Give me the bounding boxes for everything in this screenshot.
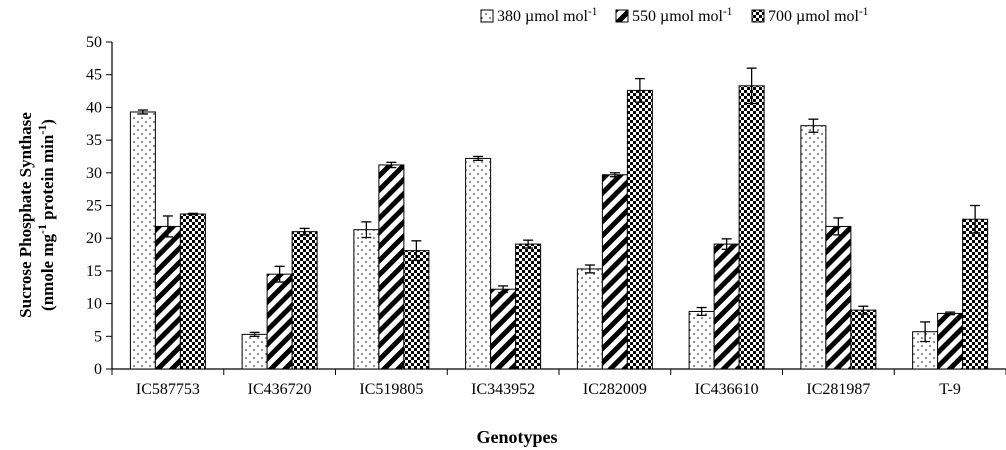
legend-swatch [751,9,765,23]
bar [626,89,653,370]
bar [800,125,827,370]
y-tick-label: 20 [86,230,102,247]
x-tick-label: T-9 [939,381,961,398]
x-tick-label: IC436610 [695,381,759,398]
legend-label: 380 µmol mol-1 [497,6,597,25]
y-tick-label: 15 [86,263,102,280]
y-tick-label: 0 [94,361,102,378]
legend-swatch [480,9,494,23]
y-tick-label: 30 [86,165,102,182]
y-tick-label: 45 [86,67,102,84]
legend-item: 550 µmol mol-1 [615,6,732,25]
bar [465,157,492,370]
bar [179,213,206,370]
y-axis-title-line1: Sucrose Phosphate Synthase [16,112,35,318]
x-tick-label: IC281987 [806,381,870,398]
bar [688,310,715,370]
legend-label: 700 µmol mol-1 [768,6,868,25]
y-tick-label: 25 [86,198,102,215]
bar [266,273,293,370]
axes: 0 5 10 15 20 25 30 35 40 45 50 IC587753 IC436720 IC51… [86,34,1006,398]
bar [576,268,603,370]
bar [937,312,964,370]
bar [850,309,877,370]
bar [825,225,852,370]
bar [378,164,405,370]
legend-swatch [615,9,629,23]
y-tick-label: 5 [94,328,102,345]
y-tick-label: 50 [86,34,102,51]
x-axis-title: Genotypes [477,427,558,447]
x-tick-label: IC587753 [136,381,200,398]
bar [353,229,380,370]
legend-label: 550 µmol mol-1 [632,6,732,25]
bar [713,243,740,370]
bar [241,333,268,370]
y-axis-title: Sucrose Phosphate Synthase (nmole mg-1 p… [16,112,57,318]
bar [601,174,628,370]
bar [291,231,318,370]
y-tick-label: 35 [86,132,102,149]
y-tick-label: 40 [86,99,102,116]
y-tick-label: 10 [86,296,102,313]
bars-group [129,67,989,370]
bar [154,225,181,370]
legend-item: 380 µmol mol-1 [480,6,597,25]
bar [403,250,430,370]
bar [962,218,989,370]
x-tick-label: IC282009 [583,381,647,398]
x-tick-label: IC343952 [471,381,535,398]
legend: 380 µmol mol-1 550 µmol mol-1 700 µmol mol… [480,6,868,25]
x-tick-label: IC436720 [248,381,312,398]
x-tick-label: IC519805 [359,381,423,398]
bar [515,243,542,370]
legend-item: 700 µmol mol-1 [751,6,868,25]
bar [490,288,517,370]
bar [738,85,765,370]
y-axis-title-line2: (nmole mg-1 protein min-1) [35,119,57,311]
bar [129,111,156,370]
